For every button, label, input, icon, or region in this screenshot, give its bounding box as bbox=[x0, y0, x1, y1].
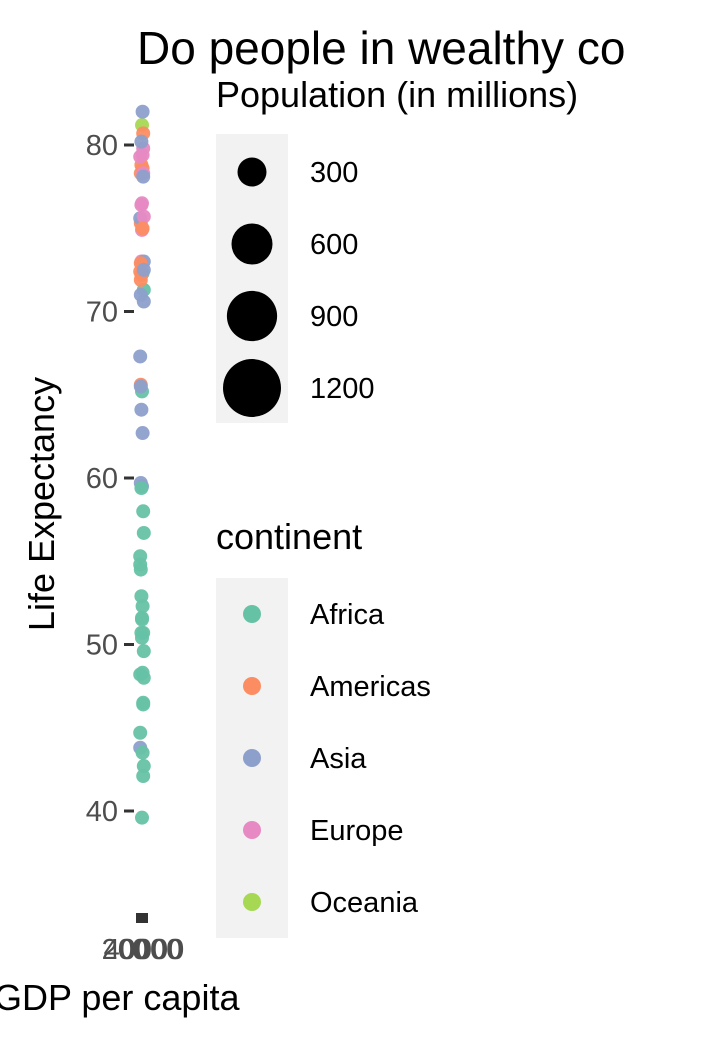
data-point bbox=[133, 379, 148, 394]
size-legend-label: 300 bbox=[310, 157, 358, 189]
size-legend-key bbox=[223, 359, 281, 417]
size-legend-label: 600 bbox=[310, 229, 358, 261]
x-tick-label: 0 bbox=[132, 934, 148, 966]
data-point bbox=[135, 612, 149, 627]
size-legend-key bbox=[237, 157, 267, 187]
data-point bbox=[136, 759, 151, 774]
y-axis-title: Life Expectancy bbox=[21, 377, 62, 631]
x-axis-title: GDP per capita bbox=[0, 977, 240, 1018]
data-point bbox=[133, 562, 148, 577]
chart-title: Do people in wealthy co bbox=[137, 22, 625, 74]
color-legend-key bbox=[243, 749, 261, 767]
data-point bbox=[136, 504, 151, 519]
size-legend-title: Population (in millions) bbox=[216, 74, 578, 115]
data-point bbox=[135, 196, 149, 211]
data-point bbox=[136, 697, 151, 712]
color-legend-label: Asia bbox=[310, 743, 367, 775]
data-point bbox=[134, 480, 149, 495]
data-point bbox=[133, 287, 148, 302]
x-tick-label: 40000 bbox=[104, 934, 185, 966]
data-point bbox=[134, 134, 149, 149]
data-point bbox=[136, 262, 151, 277]
y-tick-label: 60 bbox=[86, 463, 118, 495]
data-point bbox=[134, 625, 149, 640]
color-legend-key bbox=[243, 605, 261, 623]
y-tick-label: 80 bbox=[86, 130, 118, 162]
size-legend: Population (in millions) 300 600 900 1200 bbox=[216, 74, 578, 423]
data-point bbox=[135, 104, 150, 119]
color-legend-label: Europe bbox=[310, 815, 404, 847]
data-point bbox=[135, 745, 150, 760]
color-legend: continent Africa Americas Asia Europe Oceani… bbox=[216, 516, 431, 938]
color-legend-title: continent bbox=[216, 516, 362, 557]
data-point bbox=[136, 644, 151, 659]
y-tick-label: 50 bbox=[86, 630, 118, 662]
y-tick-label: 70 bbox=[86, 297, 118, 329]
data-point bbox=[134, 589, 149, 604]
y-axis: 40 50 60 70 80 bbox=[86, 130, 134, 828]
color-legend-label: Americas bbox=[310, 671, 431, 703]
data-point bbox=[133, 725, 148, 740]
data-point bbox=[133, 149, 148, 164]
data-point bbox=[136, 169, 151, 184]
data-point bbox=[134, 402, 149, 417]
color-legend-key bbox=[243, 677, 261, 695]
data-point bbox=[135, 221, 150, 236]
data-point bbox=[136, 769, 151, 784]
x-tick-label: 20000 bbox=[102, 934, 183, 966]
color-legend-key bbox=[243, 821, 261, 839]
size-legend-label: 1200 bbox=[310, 373, 375, 405]
plot-panel bbox=[133, 98, 151, 930]
size-legend-label: 900 bbox=[310, 301, 358, 333]
color-legend-key bbox=[243, 893, 261, 911]
data-point bbox=[136, 670, 151, 685]
data-point bbox=[133, 349, 148, 364]
size-legend-key bbox=[231, 223, 273, 265]
data-point bbox=[136, 209, 151, 224]
data-point bbox=[135, 426, 150, 441]
x-tick-marks bbox=[136, 913, 148, 923]
color-legend-label: Oceania bbox=[310, 887, 419, 919]
data-point bbox=[136, 525, 151, 540]
size-legend-key bbox=[226, 290, 278, 342]
data-point bbox=[135, 810, 149, 825]
y-tick-label: 40 bbox=[86, 796, 118, 828]
color-legend-label: Africa bbox=[310, 599, 385, 631]
